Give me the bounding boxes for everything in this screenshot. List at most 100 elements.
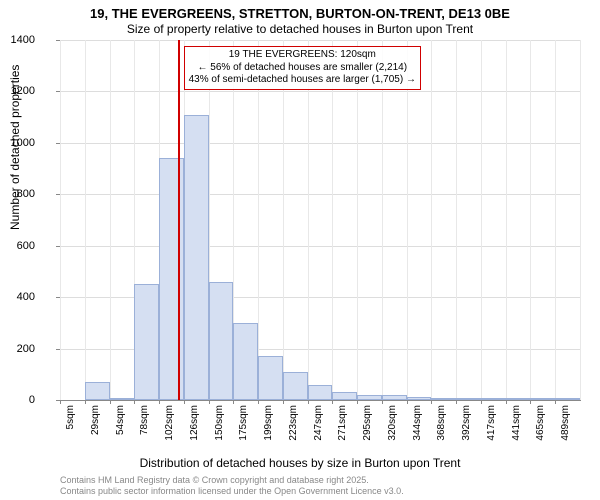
x-tick-label: 271sqm [337,405,348,450]
footer-line1: Contains HM Land Registry data © Crown c… [60,475,369,485]
x-tick-label: 150sqm [214,405,225,450]
x-tick-mark [431,400,432,404]
x-tick-mark [382,400,383,404]
x-tick-label: 465sqm [535,405,546,450]
x-tick-label: 29sqm [90,405,101,450]
gridline-v [555,40,556,400]
chart-title-line2: Size of property relative to detached ho… [0,22,600,36]
x-tick-label: 295sqm [362,405,373,450]
gridline-v [258,40,259,400]
gridline-v [283,40,284,400]
x-tick-label: 175sqm [238,405,249,450]
gridline-h [60,40,580,41]
y-tick-label: 600 [0,240,35,252]
histogram-bar [233,323,258,400]
histogram-bar [456,398,481,400]
x-tick-mark [357,400,358,404]
gridline-v [431,40,432,400]
x-tick-mark [530,400,531,404]
x-tick-mark [134,400,135,404]
x-tick-mark [481,400,482,404]
histogram-bar [382,395,407,400]
gridline-h [60,91,580,92]
x-tick-label: 417sqm [486,405,497,450]
x-tick-label: 344sqm [412,405,423,450]
y-tick-label: 1200 [0,85,35,97]
histogram-bar [530,398,555,400]
y-tick-label: 200 [0,343,35,355]
y-tick-label: 1400 [0,34,35,46]
y-tick-mark [56,349,60,350]
x-tick-label: 126sqm [189,405,200,450]
histogram-bar [481,398,506,400]
histogram-bar [85,382,110,400]
chart-title-line1: 19, THE EVERGREENS, STRETTON, BURTON-ON-… [0,6,600,21]
x-tick-mark [407,400,408,404]
plot-area: 19 THE EVERGREENS: 120sqm← 56% of detach… [60,40,580,400]
histogram-bar [110,398,135,400]
histogram-bar [258,356,283,400]
gridline-v [85,40,86,400]
histogram-bar [159,158,184,400]
x-tick-mark [283,400,284,404]
x-tick-mark [159,400,160,404]
x-tick-label: 223sqm [288,405,299,450]
x-tick-mark [233,400,234,404]
annotation-line3: 43% of semi-detached houses are larger (… [189,74,416,87]
x-tick-label: 54sqm [115,405,126,450]
y-tick-mark [56,40,60,41]
gridline-v [481,40,482,400]
y-tick-mark [56,297,60,298]
x-tick-mark [506,400,507,404]
histogram-bar [134,284,159,400]
gridline-v [580,40,581,400]
histogram-bar [407,397,432,400]
y-tick-mark [56,91,60,92]
y-tick-mark [56,246,60,247]
annotation-box: 19 THE EVERGREENS: 120sqm← 56% of detach… [184,46,421,90]
histogram-bar [308,385,333,400]
gridline-v [382,40,383,400]
x-tick-mark [110,400,111,404]
y-tick-label: 1000 [0,137,35,149]
x-tick-mark [456,400,457,404]
gridline-v [308,40,309,400]
histogram-bar [283,372,308,400]
histogram-bar [357,395,382,400]
gridline-v [332,40,333,400]
chart-container: 19, THE EVERGREENS, STRETTON, BURTON-ON-… [0,0,600,500]
histogram-bar [555,398,580,400]
gridline-h [60,194,580,195]
gridline-v [60,40,61,400]
x-tick-label: 392sqm [461,405,472,450]
gridline-h [60,143,580,144]
histogram-bar [332,392,357,400]
gridline-v [506,40,507,400]
gridline-v [407,40,408,400]
y-tick-label: 400 [0,291,35,303]
x-tick-label: 441sqm [511,405,522,450]
x-tick-mark [184,400,185,404]
footer-line2: Contains public sector information licen… [60,486,404,496]
x-tick-mark [308,400,309,404]
x-tick-label: 102sqm [164,405,175,450]
gridline-v [110,40,111,400]
x-axis-label: Distribution of detached houses by size … [0,456,600,470]
y-tick-mark [56,194,60,195]
x-tick-label: 5sqm [65,405,76,450]
x-tick-mark [555,400,556,404]
x-tick-label: 78sqm [139,405,150,450]
x-tick-mark [209,400,210,404]
x-tick-mark [60,400,61,404]
gridline-v [357,40,358,400]
histogram-bar [184,115,209,400]
x-tick-label: 489sqm [560,405,571,450]
marker-line [178,40,180,400]
x-tick-label: 320sqm [387,405,398,450]
histogram-bar [506,398,531,400]
gridline-v [530,40,531,400]
x-tick-mark [258,400,259,404]
x-tick-label: 247sqm [313,405,324,450]
annotation-line1: 19 THE EVERGREENS: 120sqm [189,49,416,62]
y-tick-mark [56,143,60,144]
